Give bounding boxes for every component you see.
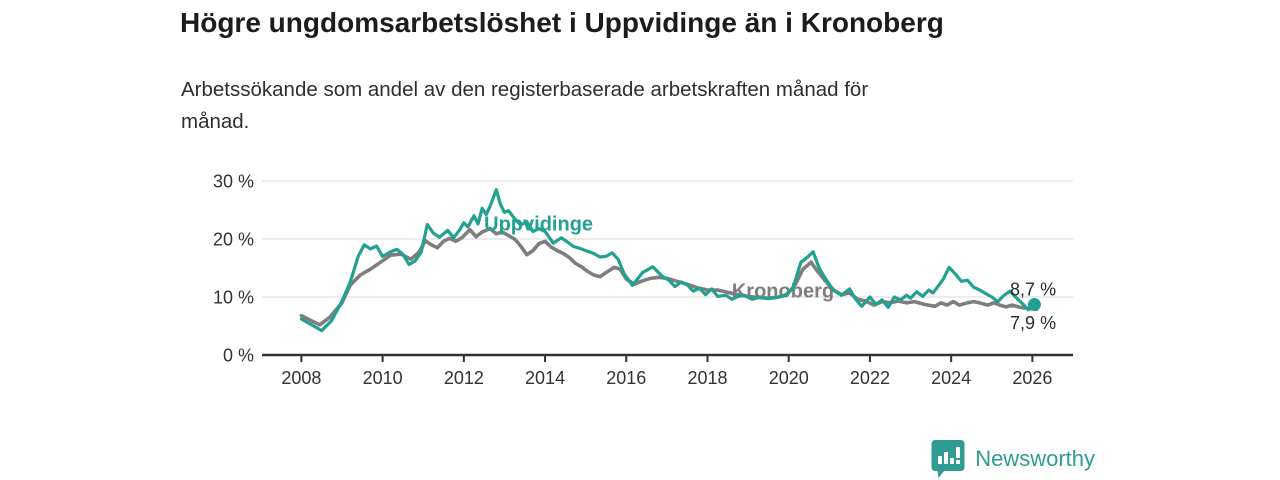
x-axis-tick-label: 2022 bbox=[850, 368, 890, 388]
series-end-dot-uppvidinge bbox=[1027, 298, 1041, 312]
newsworthy-bubble-bar-chart-icon bbox=[931, 440, 965, 478]
series-label-kronoberg: Kronoberg bbox=[732, 281, 834, 303]
x-axis-tick-label: 2018 bbox=[687, 368, 727, 388]
x-axis-tick-label: 2008 bbox=[281, 368, 321, 388]
x-axis-tick-label: 2016 bbox=[606, 368, 646, 388]
chart-subtitle-line: Arbetssökande som andel av den registerb… bbox=[181, 78, 869, 101]
y-axis-tick-label: 20 % bbox=[213, 230, 254, 250]
y-axis-tick-label: 0 % bbox=[223, 346, 254, 366]
newsworthy-logo: Newsworthy bbox=[931, 440, 1095, 478]
chart-subtitle-line: månad. bbox=[181, 110, 250, 133]
series-line-uppvidinge bbox=[299, 188, 1037, 333]
end-value-label-uppvidinge: 8,7 % bbox=[1010, 279, 1056, 299]
chart-subtitle: Arbetssökande som andel av den registerb… bbox=[181, 74, 1081, 138]
newsworthy-wordmark: Newsworthy bbox=[975, 446, 1095, 471]
x-axis-tick-label: 2014 bbox=[525, 368, 565, 388]
x-axis-tick-label: 2012 bbox=[444, 368, 484, 388]
y-axis-tick-label: 10 % bbox=[213, 288, 254, 308]
x-axis-tick-label: 2026 bbox=[1012, 368, 1052, 388]
series-label-uppvidinge: Uppvidinge bbox=[484, 213, 593, 235]
x-axis-tick-label: 2024 bbox=[931, 368, 971, 388]
page-title: Högre ungdomsarbetslöshet i Uppvidinge ä… bbox=[180, 7, 944, 38]
y-axis-tick-label: 30 % bbox=[213, 172, 254, 192]
series-line-kronoberg bbox=[299, 226, 1039, 327]
end-value-label-kronoberg: 7,9 % bbox=[1010, 313, 1056, 333]
x-axis-tick-label: 2020 bbox=[769, 368, 809, 388]
x-axis-tick-label: 2010 bbox=[363, 368, 403, 388]
